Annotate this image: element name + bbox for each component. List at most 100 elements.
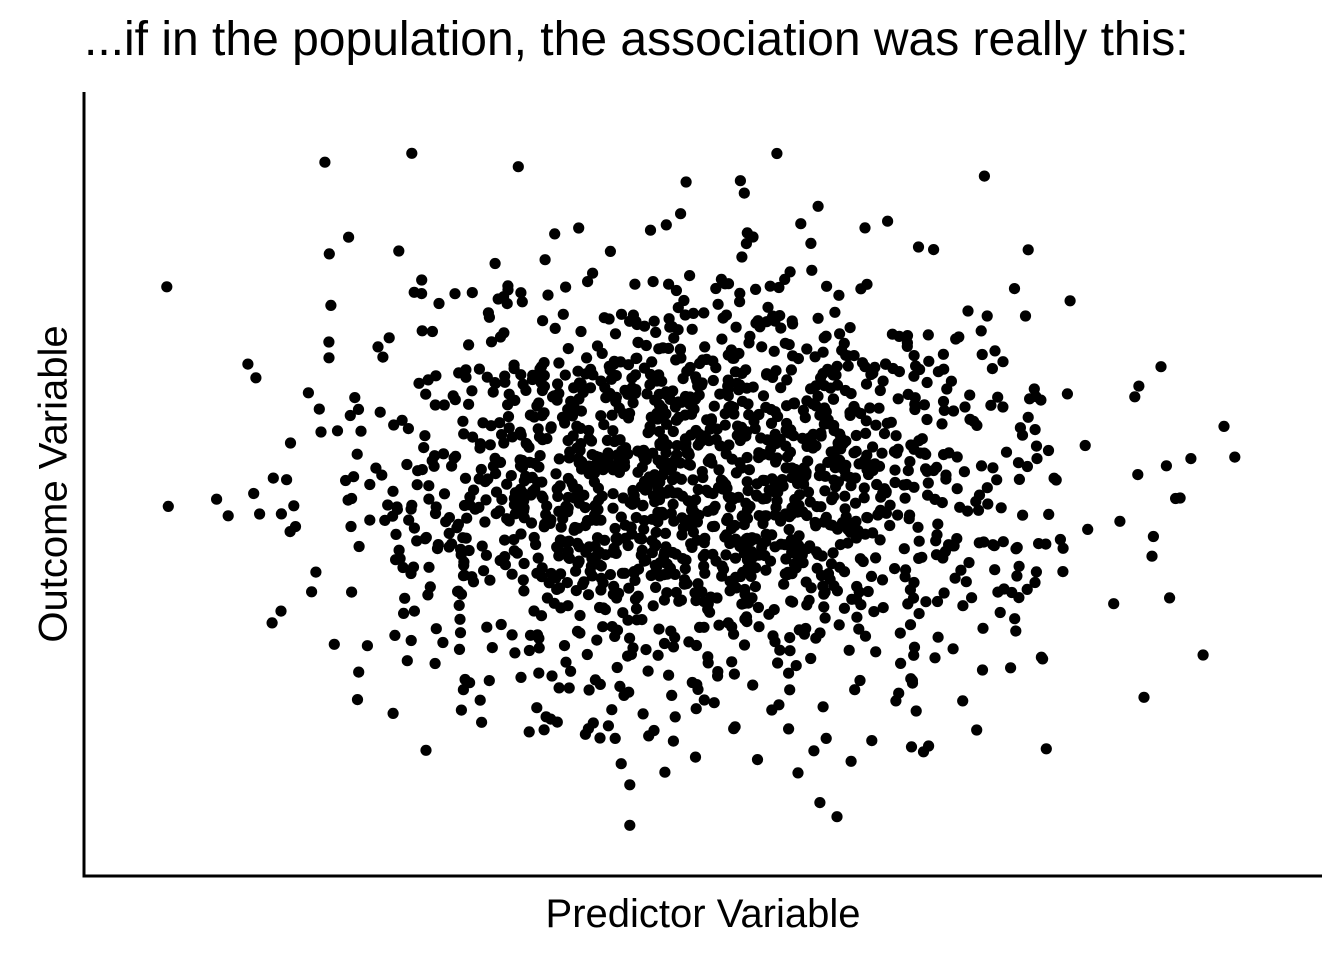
data-point: [859, 630, 872, 642]
data-point: [912, 521, 924, 533]
data-point: [623, 686, 635, 698]
data-point: [690, 639, 703, 652]
data-point: [783, 523, 795, 536]
data-point: [552, 378, 564, 390]
data-point: [403, 514, 415, 526]
data-point: [402, 423, 414, 435]
data-point: [331, 425, 344, 437]
data-point: [932, 518, 944, 530]
data-point: [1016, 429, 1029, 441]
data-point: [501, 298, 513, 310]
data-point: [802, 486, 815, 498]
data-point: [960, 576, 972, 588]
data-point: [981, 310, 993, 322]
data-point: [473, 363, 485, 375]
data-point: [437, 448, 450, 460]
data-point: [714, 388, 726, 400]
data-point: [868, 606, 880, 618]
data-point: [959, 401, 971, 413]
data-point: [650, 326, 662, 338]
data-point: [818, 516, 830, 528]
data-point: [994, 606, 1006, 619]
data-point: [867, 527, 879, 539]
data-point: [453, 599, 465, 612]
data-point: [455, 704, 467, 716]
data-point: [638, 555, 650, 567]
data-point: [870, 419, 882, 431]
data-point: [814, 409, 826, 421]
data-point: [429, 399, 441, 411]
data-point: [509, 647, 521, 659]
data-point: [747, 679, 759, 691]
data-point: [616, 567, 629, 579]
data-point: [1043, 508, 1055, 520]
data-point: [499, 534, 511, 546]
data-point: [483, 675, 495, 687]
data-point: [932, 631, 944, 643]
data-point: [589, 674, 602, 686]
data-point: [668, 515, 680, 527]
data-point: [377, 351, 389, 363]
data-point: [737, 510, 749, 522]
data-point: [407, 561, 420, 573]
data-point: [1019, 310, 1032, 322]
data-point: [740, 364, 752, 376]
data-point: [551, 716, 563, 728]
data-point: [992, 391, 1004, 403]
data-point: [545, 567, 557, 580]
data-point: [768, 345, 780, 357]
data-point: [728, 668, 741, 680]
data-point: [469, 503, 481, 515]
data-point: [353, 666, 365, 678]
data-point: [717, 312, 729, 324]
data-point: [668, 487, 680, 499]
data-point: [790, 660, 802, 672]
data-point: [750, 533, 762, 545]
data-point: [775, 382, 787, 394]
data-point: [689, 751, 702, 763]
data-point: [719, 278, 731, 290]
data-point: [908, 641, 921, 653]
data-point: [624, 779, 636, 791]
data-point: [812, 200, 824, 212]
data-point: [734, 287, 746, 299]
data-point: [562, 434, 574, 447]
data-point: [858, 492, 870, 504]
data-point: [666, 689, 678, 702]
data-point: [646, 356, 658, 368]
data-point: [1030, 440, 1043, 452]
data-point: [947, 405, 960, 417]
data-point: [901, 478, 913, 491]
data-point: [484, 574, 496, 586]
data-point: [817, 346, 829, 358]
data-point: [389, 629, 401, 642]
data-point: [501, 478, 513, 490]
data-point: [351, 694, 364, 706]
data-point: [922, 329, 934, 341]
data-point: [591, 634, 603, 646]
data-point: [325, 299, 337, 311]
data-point: [429, 657, 441, 670]
data-point: [1042, 444, 1055, 457]
data-point: [562, 491, 574, 504]
data-point: [825, 558, 838, 570]
data-point: [523, 726, 535, 738]
data-point: [761, 368, 773, 380]
data-point: [624, 632, 636, 644]
data-point: [781, 417, 793, 430]
data-point: [475, 463, 487, 476]
data-point: [541, 433, 553, 445]
data-point: [454, 627, 467, 639]
data-point: [744, 330, 756, 342]
data-point: [749, 581, 762, 593]
data-point: [426, 325, 438, 338]
data-point: [617, 607, 629, 619]
data-point: [696, 377, 708, 389]
data-point: [508, 534, 520, 546]
data-point: [653, 369, 665, 381]
data-point: [411, 535, 423, 547]
data-point: [918, 447, 930, 459]
data-point: [459, 472, 472, 484]
data-point: [1132, 469, 1144, 481]
data-point: [729, 721, 741, 733]
